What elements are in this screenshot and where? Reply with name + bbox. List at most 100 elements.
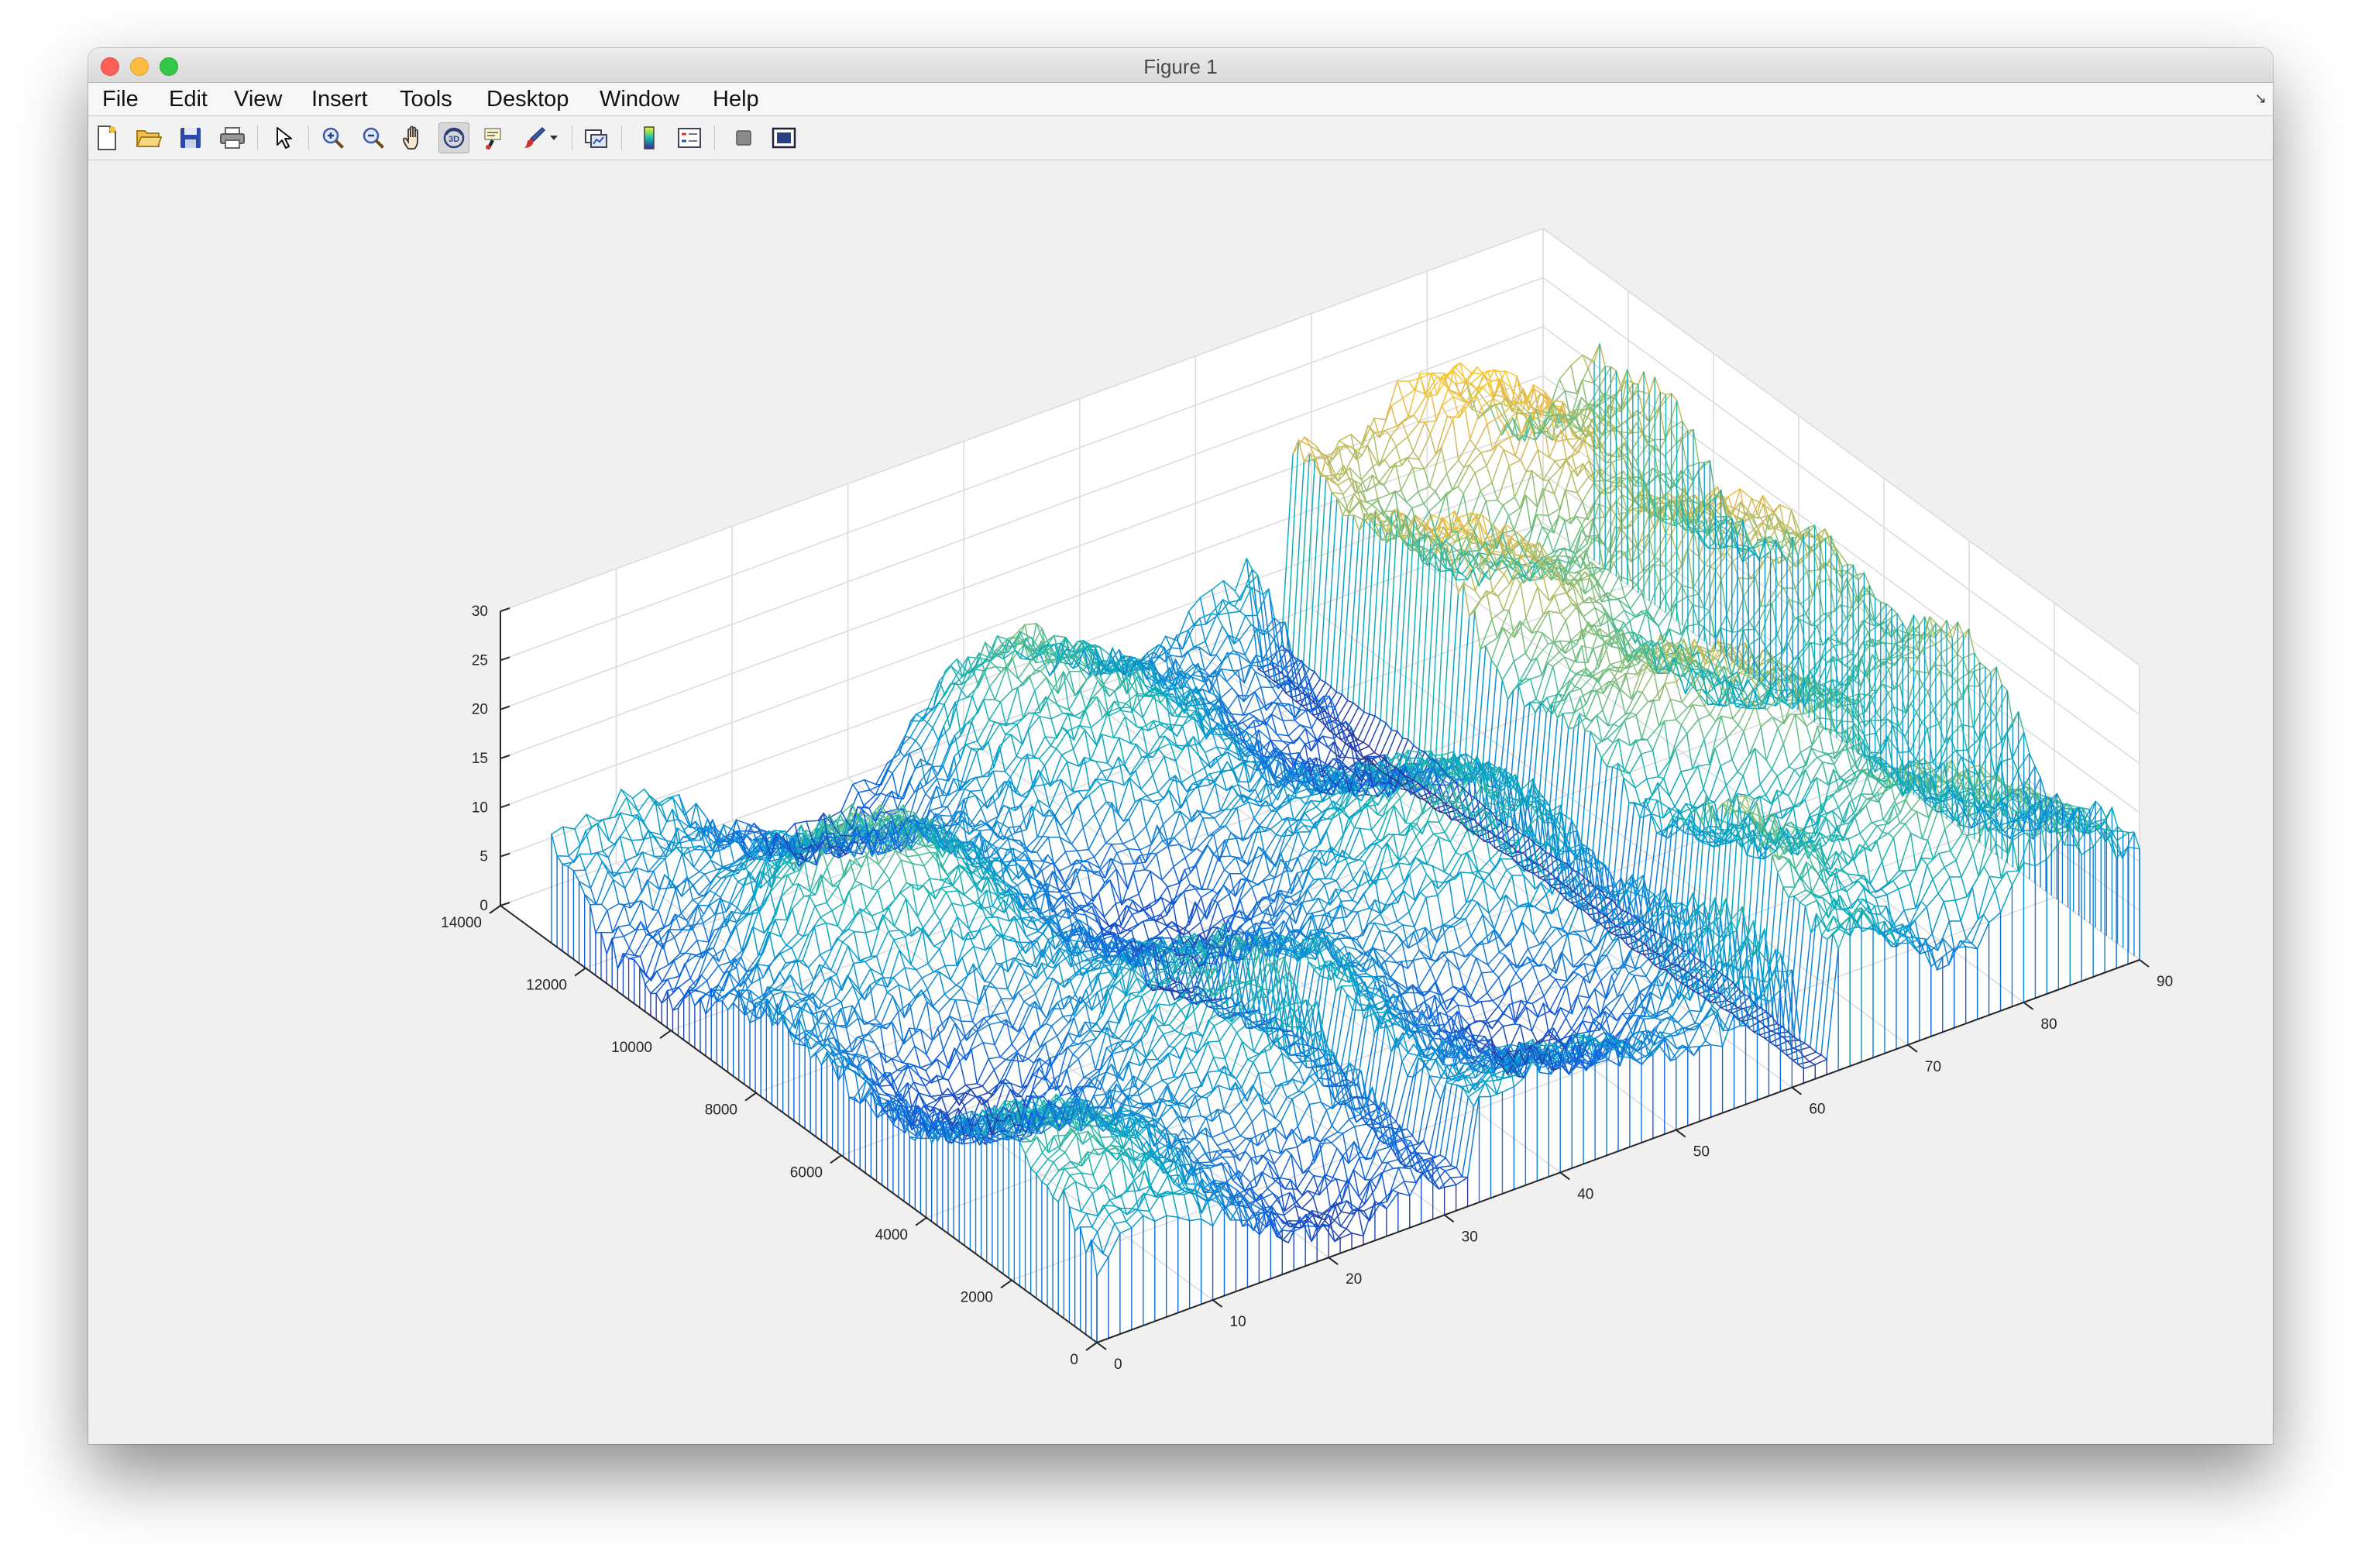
mesh-segment: [687, 844, 701, 849]
menu-window[interactable]: Window: [600, 87, 680, 112]
mesh-segment: [1550, 399, 1564, 403]
mesh-segment: [695, 803, 709, 820]
mesh-segment: [1297, 668, 1310, 689]
menu-file[interactable]: File: [102, 87, 139, 112]
menu-insert[interactable]: Insert: [311, 87, 368, 112]
close-window-button[interactable]: [101, 57, 119, 76]
data-cursor-icon[interactable]: [479, 122, 510, 153]
toolbar-separator: [714, 126, 715, 150]
open-folder-icon[interactable]: [133, 122, 164, 153]
mesh-segment: [1492, 425, 1505, 451]
save-disk-icon[interactable]: [175, 122, 206, 153]
printer-icon[interactable]: [217, 122, 248, 153]
mesh-segment: [1215, 634, 1229, 655]
mesh-segment: [1002, 649, 1016, 660]
mesh-segment: [590, 861, 603, 889]
mesh-segment: [1295, 661, 1309, 711]
mesh-segment: [1486, 443, 1499, 466]
mesh-segment: [1267, 649, 1280, 660]
mesh-segment: [675, 876, 688, 891]
mesh-segment: [1423, 453, 1437, 470]
mesh-segment: [909, 717, 923, 738]
hand-icon[interactable]: [398, 122, 429, 153]
menu-tools[interactable]: Tools: [400, 87, 452, 112]
dock-arrow-icon[interactable]: ↘: [2254, 91, 2267, 106]
mesh-segment: [1315, 456, 1329, 460]
new-file-icon[interactable]: [91, 122, 122, 153]
zoom-window-button[interactable]: [160, 57, 178, 76]
mesh-segment: [1413, 396, 1426, 416]
arrow-pointer-icon[interactable]: [268, 122, 299, 153]
mesh-segment: [1077, 641, 1091, 645]
link-plot-icon[interactable]: [581, 122, 612, 153]
mesh-segment: [1053, 634, 1067, 638]
mesh-segment: [607, 871, 620, 874]
mesh-segment: [1274, 617, 1287, 694]
mesh-segment: [954, 744, 967, 758]
mesh-segment: [1362, 418, 1375, 446]
show-tools-icon[interactable]: [768, 122, 799, 153]
mesh-segment: [1210, 599, 1224, 614]
mesh-segment: [692, 895, 705, 901]
mesh-segment: [1325, 497, 1338, 683]
mesh-segment: [1498, 378, 1512, 388]
figure-canvas[interactable]: 0 10 20 30 40 50 60 70 80 90 0 2000 4000 6000 8000 100…: [88, 160, 2273, 1444]
mesh-segment: [643, 799, 656, 823]
mesh-segment: [624, 901, 637, 906]
mesh-segment: [1282, 719, 1295, 722]
mesh-segment: [1579, 411, 1593, 421]
menu-view[interactable]: View: [234, 87, 283, 112]
brush-icon[interactable]: [519, 122, 550, 153]
mesh-segment: [925, 778, 938, 795]
mesh-segment: [1499, 370, 1512, 407]
mesh-segment: [1122, 863, 1135, 865]
mesh-segment: [1417, 486, 1431, 493]
mesh-segment: [879, 790, 893, 813]
mesh-segment: [1469, 406, 1483, 440]
mesh-segment: [648, 831, 662, 835]
colorbar-icon[interactable]: [634, 122, 665, 153]
mesh-segment: [1440, 418, 1454, 449]
hide-tools-icon[interactable]: [728, 122, 759, 153]
mesh-segment: [1377, 493, 1390, 500]
mesh-segment: [1578, 435, 1592, 440]
mesh-segment: [1250, 586, 1264, 596]
menu-desktop[interactable]: Desktop: [486, 87, 569, 112]
mesh-segment: [641, 851, 655, 858]
mesh-segment: [1366, 482, 1380, 492]
mesh-segment: [1486, 417, 1500, 425]
mesh-segment: [1005, 723, 1018, 736]
mesh-segment: [892, 755, 905, 774]
mesh-segment: [1301, 659, 1315, 717]
mesh-segment: [1497, 436, 1511, 445]
mesh-segment: [1546, 417, 1560, 424]
mesh-segment: [1028, 670, 1042, 677]
menu-edit[interactable]: Edit: [169, 87, 208, 112]
mesh-segment: [1446, 459, 1459, 475]
mesh-segment: [1407, 421, 1420, 438]
mesh-segment: [978, 658, 992, 662]
mesh-segment: [683, 803, 697, 817]
mesh-segment: [1371, 474, 1385, 487]
mesh-segment: [1035, 659, 1048, 664]
menu-help[interactable]: Help: [713, 87, 759, 112]
zoom-in-icon[interactable]: [318, 122, 349, 153]
mesh-segment: [1390, 421, 1403, 437]
mesh-segment: [953, 778, 966, 784]
rotate-3d-icon[interactable]: 3D: [438, 122, 469, 153]
mesh-segment: [960, 695, 974, 736]
mesh-segment: [1631, 410, 1645, 418]
mesh-segment: [1002, 642, 1015, 655]
mesh-segment: [1222, 579, 1236, 592]
mesh-segment: [1373, 418, 1387, 421]
mesh-segment: [712, 819, 725, 850]
minimize-window-button[interactable]: [130, 57, 149, 76]
title-bar[interactable]: Figure 1: [88, 48, 2273, 83]
mesh-segment: [622, 952, 636, 957]
brush-dropdown-icon[interactable]: [545, 122, 562, 153]
legend-icon[interactable]: [674, 122, 705, 153]
mesh-segment: [1470, 373, 1483, 384]
mesh-segment: [1428, 500, 1442, 512]
zoom-out-icon[interactable]: [358, 122, 389, 153]
